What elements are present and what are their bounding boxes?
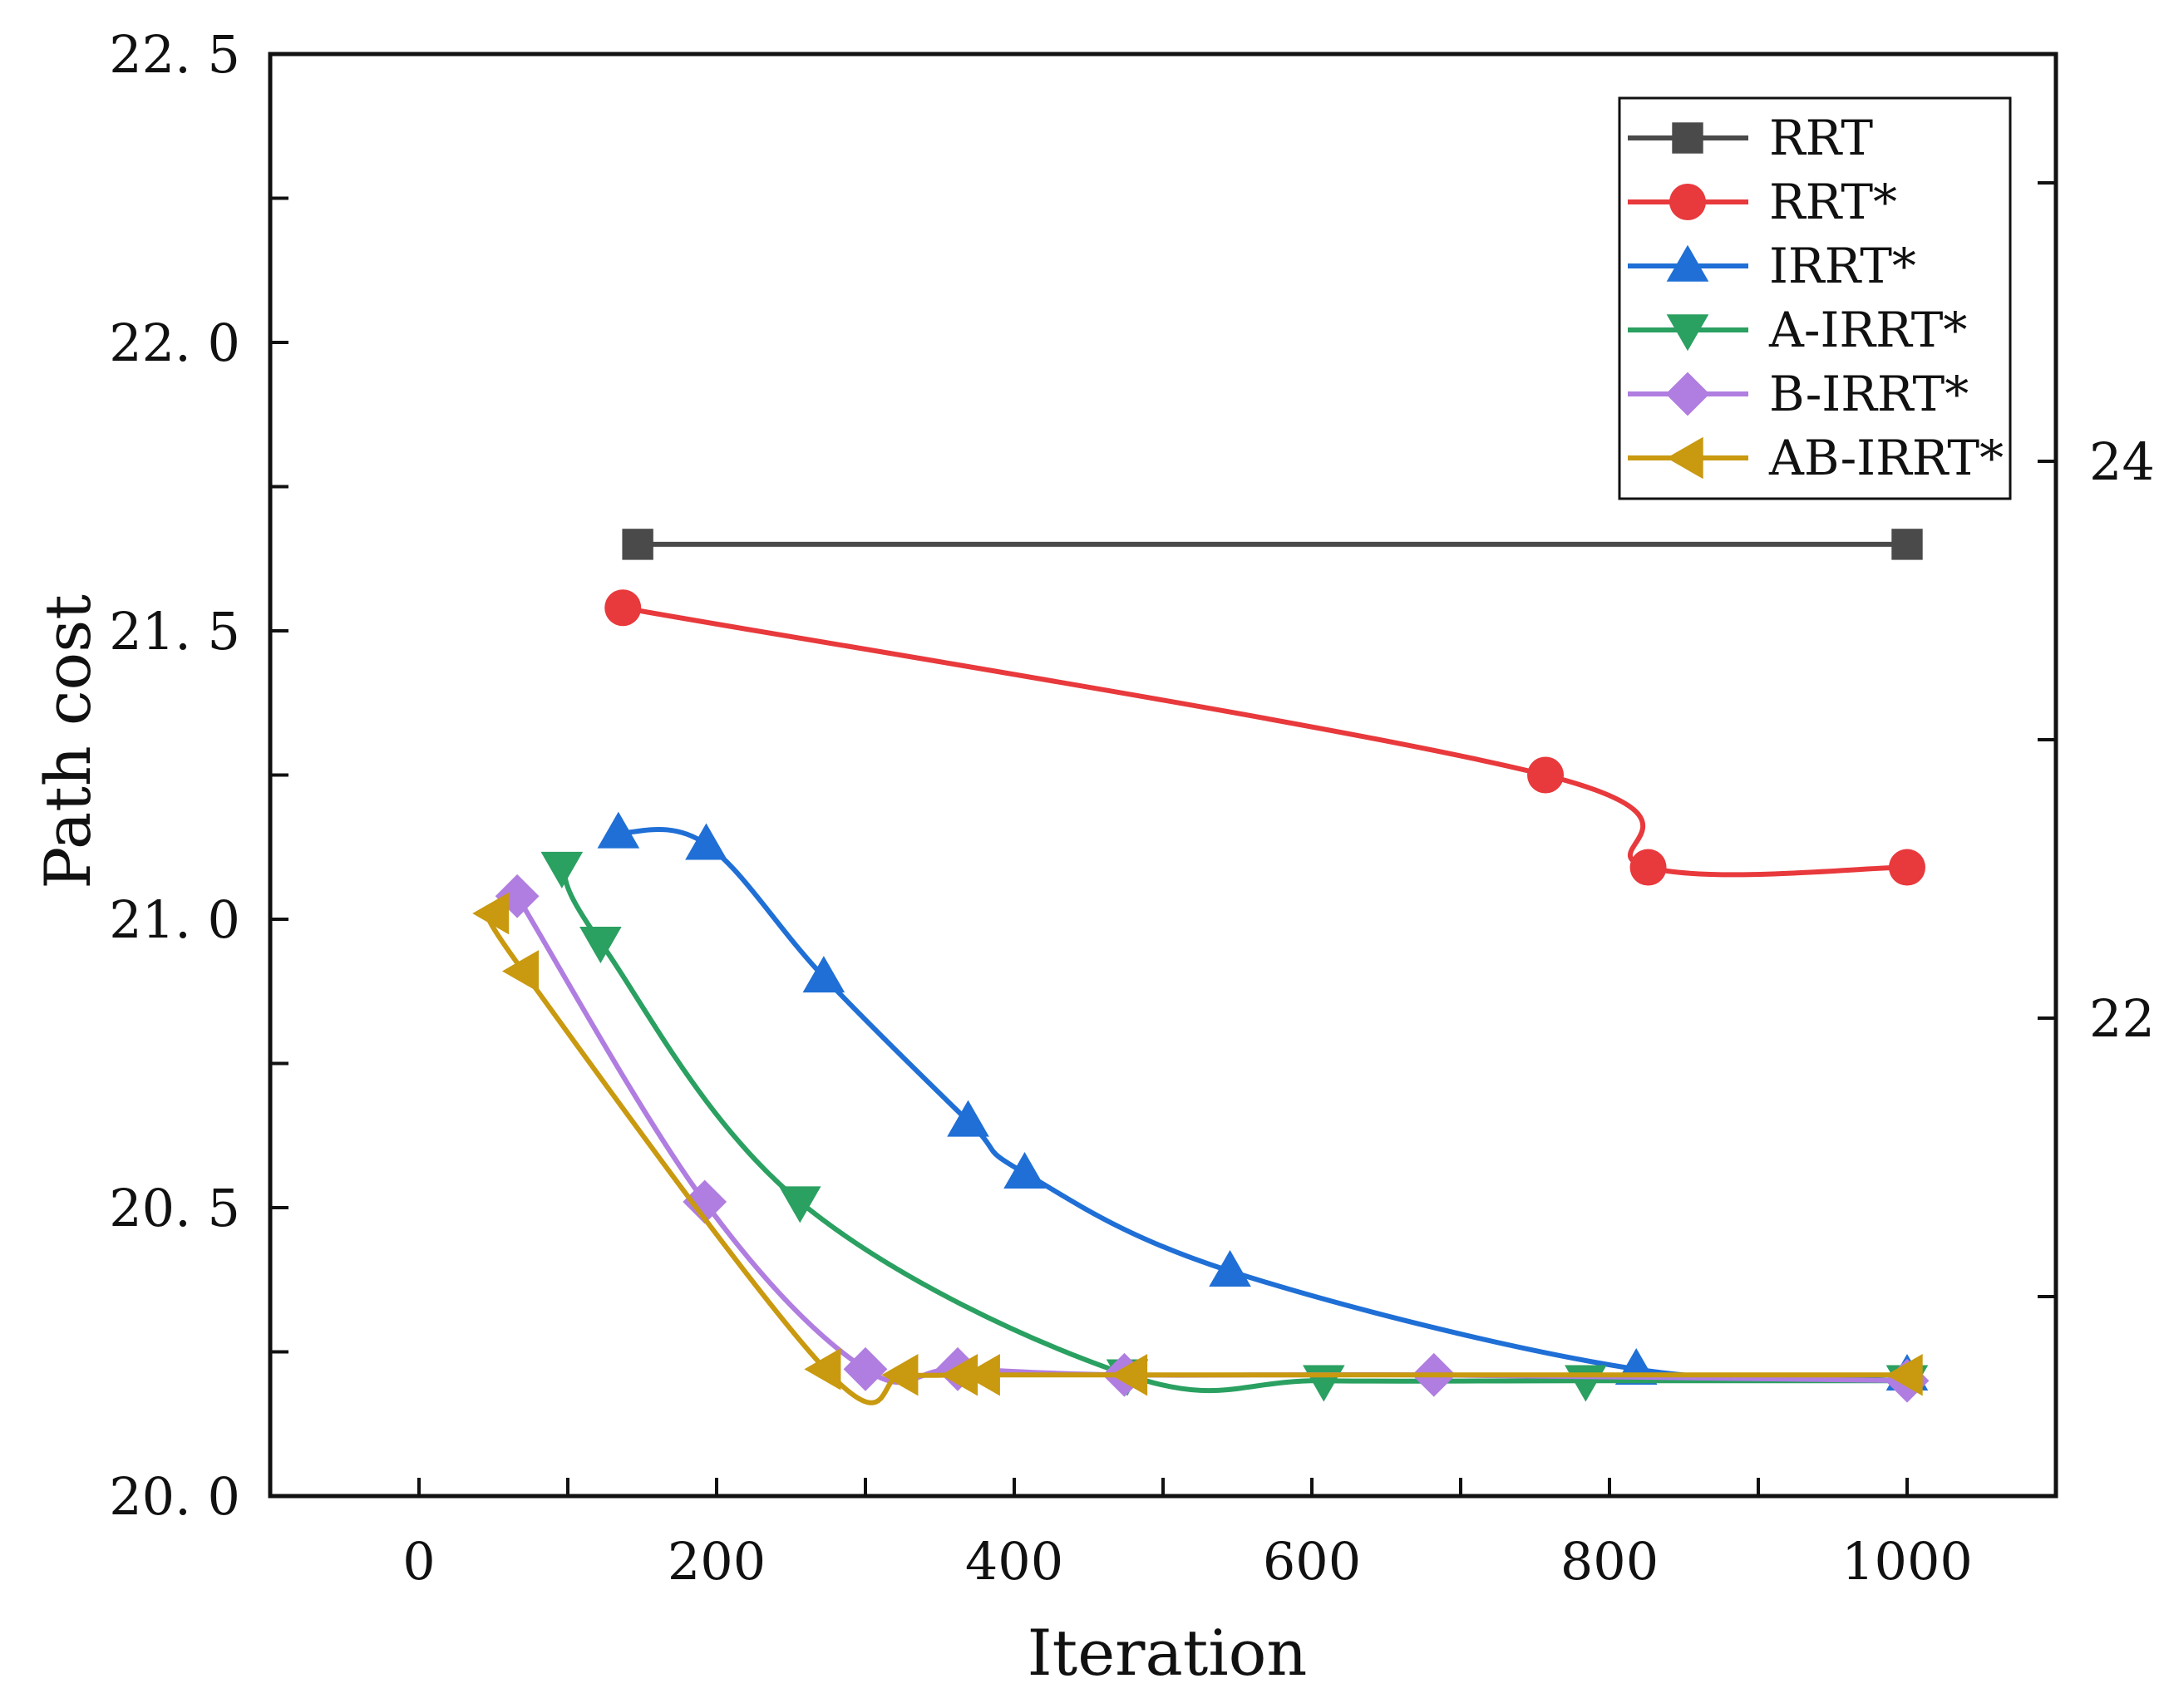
right-y-tick-label: 22 bbox=[2089, 988, 2155, 1049]
y-tick-label: 21. 5 bbox=[109, 601, 240, 662]
legend-label-a-irrt-star: A-IRRT* bbox=[1768, 302, 1967, 358]
data-point-rrt-0 bbox=[622, 529, 653, 560]
series-layer bbox=[472, 529, 1930, 1405]
legend-marker-rrt bbox=[1672, 122, 1703, 154]
y-tick-label: 22. 5 bbox=[109, 24, 240, 85]
legend-label-irrt-star: IRRT* bbox=[1769, 238, 1916, 294]
x-tick-label: 600 bbox=[1263, 1531, 1361, 1592]
series-rrt-star bbox=[604, 589, 1925, 886]
y-tick-label: 21. 0 bbox=[109, 889, 240, 950]
legend-label-rrt: RRT bbox=[1769, 110, 1873, 166]
data-point-ab-irrt-star-6 bbox=[1111, 1353, 1148, 1396]
data-point-rrt-star-2 bbox=[1629, 849, 1667, 886]
data-point-irrt-star-4 bbox=[1003, 1152, 1046, 1189]
data-point-irrt-star-5 bbox=[1209, 1250, 1251, 1287]
legend-label-rrt-star: RRT* bbox=[1769, 174, 1897, 230]
legend-box bbox=[1618, 96, 2012, 500]
series-rrt bbox=[622, 529, 1923, 560]
data-point-ab-irrt-star-0 bbox=[472, 892, 510, 935]
data-point-ab-irrt-star-7 bbox=[1885, 1353, 1923, 1396]
data-point-ab-irrt-star-1 bbox=[502, 950, 539, 992]
legend-marker-a-irrt-star bbox=[1666, 314, 1709, 352]
x-tick-label: 800 bbox=[1560, 1531, 1659, 1592]
x-tick-label: 200 bbox=[668, 1531, 766, 1592]
data-point-a-irrt-star-2 bbox=[778, 1186, 821, 1223]
data-point-a-irrt-star-0 bbox=[540, 851, 584, 888]
data-point-ab-irrt-star-4 bbox=[941, 1353, 978, 1396]
data-point-rrt-1 bbox=[1891, 529, 1923, 560]
series-ab-irrt-star bbox=[472, 892, 1923, 1405]
y-tick-label: 22. 0 bbox=[109, 313, 240, 373]
legend-label-b-irrt-star: B-IRRT* bbox=[1769, 366, 1969, 422]
legend-marker-irrt-star bbox=[1666, 244, 1709, 282]
y-axis-title: Path cost bbox=[31, 594, 105, 889]
x-axis-title: Iteration bbox=[1028, 1616, 1308, 1690]
data-point-ab-irrt-star-3 bbox=[881, 1353, 919, 1396]
legend-marker-ab-irrt-star bbox=[1666, 436, 1703, 480]
legend-marker-rrt-star bbox=[1669, 184, 1706, 220]
data-point-irrt-star-1 bbox=[685, 823, 727, 860]
legend: RRT RRT* IRRT* A-IRRT* B-IRRT* AB-IRRT* bbox=[1618, 96, 2012, 500]
x-tick-label: 400 bbox=[965, 1531, 1063, 1592]
data-point-ab-irrt-star-5 bbox=[963, 1353, 1000, 1396]
y-tick-label: 20. 0 bbox=[109, 1466, 240, 1527]
legend-label-ab-irrt-star: AB-IRRT* bbox=[1768, 430, 2004, 486]
data-point-b-irrt-star-1 bbox=[683, 1179, 727, 1224]
data-point-irrt-star-2 bbox=[802, 956, 845, 993]
series-line-rrt-star bbox=[622, 605, 1908, 878]
data-point-b-irrt-star-2 bbox=[843, 1346, 888, 1391]
right-y-tick-label: 24 bbox=[2089, 431, 2155, 492]
data-point-ab-irrt-star-2 bbox=[804, 1348, 841, 1391]
x-tick-label: 1000 bbox=[1841, 1531, 1973, 1592]
data-point-rrt-star-0 bbox=[604, 589, 642, 627]
legend-marker-b-irrt-star bbox=[1665, 372, 1710, 416]
axes-layer: 0 200 400 600 800 1000 20. 0 20. 5 21. 0 21. 5 22.… bbox=[31, 24, 2155, 1690]
data-point-a-irrt-star-1 bbox=[579, 927, 622, 964]
data-point-irrt-star-3 bbox=[947, 1100, 989, 1137]
data-point-rrt-star-1 bbox=[1527, 756, 1565, 794]
data-point-rrt-star-3 bbox=[1889, 849, 1925, 886]
data-point-irrt-star-0 bbox=[597, 811, 640, 849]
y-tick-label: 20. 5 bbox=[109, 1178, 240, 1238]
x-tick-label: 0 bbox=[402, 1531, 435, 1592]
